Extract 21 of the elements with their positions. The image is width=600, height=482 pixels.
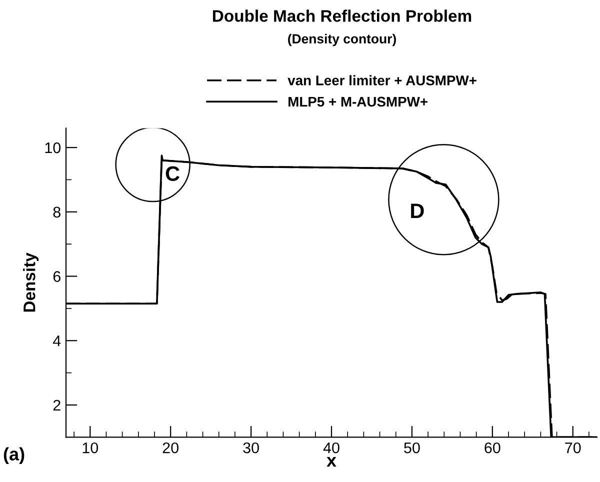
chart-subtitle: (Density contour): [288, 34, 396, 46]
y-tick-label: 8: [53, 206, 60, 218]
x-tick-label: 30: [243, 442, 259, 454]
y-tick-label: 6: [53, 271, 60, 282]
annotation: C: [166, 166, 180, 181]
legend-label: van Leer limiter + AUSMPW+: [288, 75, 476, 86]
x-tick-label: 40: [323, 442, 340, 454]
y-tick-label: 4: [52, 336, 61, 346]
x-axis-title: x: [326, 457, 336, 467]
y-axis-title: Density: [23, 252, 39, 312]
y-tick-label: 10: [45, 142, 61, 154]
x-tick-label: 10: [82, 442, 98, 454]
x-tick-label: 70: [565, 442, 581, 454]
x-tick-label: 20: [162, 442, 178, 454]
legend-label: MLP5 + M-AUSMPW+: [288, 96, 428, 107]
y-tick-label: 2: [53, 400, 60, 411]
x-tick-label: 60: [484, 442, 500, 454]
text: (a): [4, 447, 24, 464]
chart-title: Double Mach Reflection Problem: [213, 10, 472, 22]
x-tick-label: 50: [404, 442, 420, 454]
annotation: D: [411, 204, 424, 218]
